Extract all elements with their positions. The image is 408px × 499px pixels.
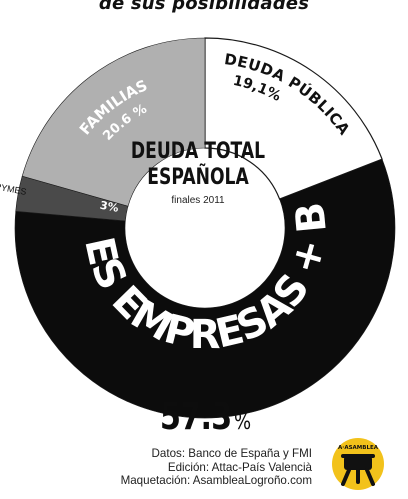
slice-label-pymes: PYMES: [0, 181, 27, 197]
center-title-line-1: DEUDA TOTAL: [131, 138, 266, 164]
center-subtitle: finales 2011: [171, 195, 225, 206]
highlight-value: 57.3: [159, 395, 232, 438]
slice-deuda-p-blica: [204, 37, 383, 200]
credits-layout: Maquetación: AsambleaLogroño.com: [120, 474, 312, 488]
slice-grandes-empresas-bancos: [14, 158, 396, 419]
page-title: de sus posibilidades: [98, 0, 310, 14]
asamblea-logo: A·ASAMBLEA: [332, 438, 384, 490]
slice-familias: [21, 37, 206, 207]
center-title-line-2: ESPAÑOLA: [147, 163, 249, 190]
highlight-unit: %: [233, 410, 251, 435]
credits-edition: Edición: Attac-País Valencià: [167, 460, 312, 474]
logo-legs: [341, 468, 375, 486]
slice-value-pymes: 3%: [99, 199, 120, 215]
credits: Datos: Banco de España y FMI Edición: At…: [30, 447, 312, 488]
donut-slices: [14, 37, 396, 419]
logo-text: A·ASAMBLEA: [338, 445, 379, 451]
credits-data-source: Datos: Banco de España y FMI: [151, 447, 312, 460]
logo-pot: [344, 456, 372, 470]
highlight-percentage: 57.3%: [159, 395, 251, 438]
